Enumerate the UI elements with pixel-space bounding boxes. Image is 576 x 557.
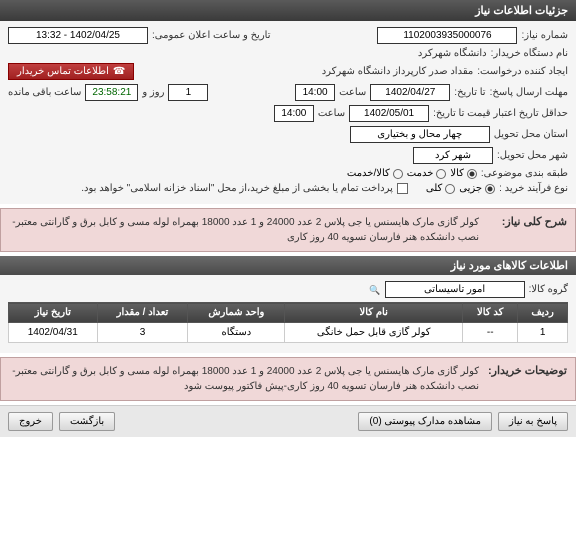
th-name: نام کالا — [285, 303, 463, 323]
need-no-value: 1102003935000076 — [377, 27, 517, 44]
requester-label: ایجاد کننده درخواست: — [477, 66, 568, 77]
cell-date: 1402/04/31 — [9, 323, 98, 343]
announce-date-value: 1402/04/25 - 13:32 — [8, 27, 148, 44]
radio-icon — [485, 184, 495, 194]
radio-icon — [467, 169, 477, 179]
radio-icon — [393, 169, 403, 179]
buy-full-label: کلی — [426, 183, 442, 194]
time-remain-label: ساعت باقی مانده — [8, 87, 81, 98]
radio-icon — [445, 184, 455, 194]
deadline-label: مهلت ارسال پاسخ: — [490, 87, 568, 98]
cell-unit: دستگاه — [188, 323, 285, 343]
buy-full-radio[interactable]: کلی — [426, 183, 455, 194]
cat-gs-label: کالا/خدمت — [347, 168, 390, 179]
valid-date: 1402/05/01 — [349, 105, 429, 122]
search-icon[interactable] — [369, 284, 380, 296]
cat-service-radio[interactable]: خدمت — [407, 168, 447, 179]
deadline-date: 1402/04/27 — [370, 84, 450, 101]
valid-time: 14:00 — [274, 105, 314, 122]
cat-service-label: خدمت — [407, 168, 434, 179]
city-value: شهر کرد — [413, 147, 493, 164]
reply-label: پاسخ به نیاز — [509, 416, 557, 427]
place-label: استان محل تحویل — [494, 129, 568, 140]
cat-goods-label: کالا — [450, 168, 464, 179]
phone-icon: ☎ — [113, 66, 125, 77]
items-header: اطلاعات کالاهای مورد نیاز — [0, 256, 576, 275]
place-value: چهار محال و بختیاری — [350, 126, 490, 143]
th-unit: واحد شمارش — [188, 303, 285, 323]
city-label: شهر محل تحویل: — [497, 150, 568, 161]
table-header-row: ردیف کد کالا نام کالا واحد شمارش تعداد /… — [9, 303, 568, 323]
th-row: ردیف — [518, 303, 568, 323]
reply-button[interactable]: پاسخ به نیاز — [498, 412, 568, 431]
buy-partial-label: جزیی — [459, 183, 482, 194]
buy-type-label: نوع فرآیند خرید : — [499, 183, 568, 194]
days-remain-label: روز و — [142, 87, 164, 98]
buy-partial-radio[interactable]: جزیی — [459, 183, 495, 194]
pay-checkbox[interactable] — [397, 183, 408, 194]
need-description-block: شرح کلی نیاز: کولر گازی مارک هایسنس یا ج… — [0, 208, 576, 252]
group-label: گروه کالا: — [529, 284, 568, 295]
buyer-notes-text: کولر گازی مارک هایسنس یا جی پلاس 2 عدد 2… — [9, 364, 479, 394]
cat-goods-radio[interactable]: کالا — [450, 168, 477, 179]
th-qty: تعداد / مقدار — [97, 303, 188, 323]
buyer-name-value: دانشگاه شهرکرد — [418, 48, 487, 59]
time-remain: 23:58:21 — [85, 84, 138, 101]
valid-label: حداقل تاریخ اعتبار قیمت تا تاریخ: — [433, 108, 568, 119]
deadline-time: 14:00 — [295, 84, 335, 101]
attach-label: مشاهده مدارک پیوستی (0) — [369, 416, 481, 427]
announce-date-label: تاریخ و ساعت اعلان عمومی: — [152, 30, 271, 41]
time-label-1: ساعت — [339, 87, 366, 98]
form-content: شماره نیاز: 1102003935000076 تاریخ و ساع… — [0, 21, 576, 204]
items-table: ردیف کد کالا نام کالا واحد شمارش تعداد /… — [8, 302, 568, 343]
requester-value: مقداد صدر کارپرداز دانشگاه شهرکرد — [322, 66, 474, 77]
group-value: امور تاسیساتی — [385, 281, 525, 298]
exit-button[interactable]: خروج — [8, 412, 53, 431]
back-button[interactable]: بازگشت — [59, 412, 115, 431]
cell-code: -- — [463, 323, 518, 343]
exit-label: خروج — [19, 416, 42, 427]
footer-bar: پاسخ به نیاز مشاهده مدارک پیوستی (0) باز… — [0, 405, 576, 437]
main-header: جزئیات اطلاعات نیاز — [0, 0, 576, 21]
time-label-2: ساعت — [318, 108, 345, 119]
items-title: اطلاعات کالاهای مورد نیاز — [451, 260, 568, 272]
category-label: طبقه بندی موضوعی: — [481, 168, 568, 179]
need-desc-label: شرح کلی نیاز: — [487, 215, 567, 245]
th-code: کد کالا — [463, 303, 518, 323]
buyer-name-label: نام دستگاه خریدار: — [491, 48, 568, 59]
buyer-notes-label: توضیحات خریدار: — [487, 364, 567, 394]
need-desc-text: کولر گازی مارک هایسنس یا جی پلاس 2 عدد 2… — [9, 215, 479, 245]
buyer-notes-block: توضیحات خریدار: کولر گازی مارک هایسنس یا… — [0, 357, 576, 401]
attachments-button[interactable]: مشاهده مدارک پیوستی (0) — [358, 412, 492, 431]
cell-row: 1 — [518, 323, 568, 343]
cell-qty: 3 — [97, 323, 188, 343]
contact-buyer-button[interactable]: ☎ اطلاعات تماس خریدار — [8, 63, 134, 80]
na-label: تا تاریخ: — [454, 87, 485, 98]
table-row[interactable]: 1 -- کولر گازی قابل حمل خانگی دستگاه 3 1… — [9, 323, 568, 343]
radio-icon — [436, 169, 446, 179]
pay-note: پرداخت تمام یا بخشی از مبلغ خرید،از محل … — [81, 183, 393, 194]
main-title: جزئیات اطلاعات نیاز — [475, 5, 568, 17]
contact-btn-label: اطلاعات تماس خریدار — [17, 66, 109, 77]
th-date: تاریخ نیاز — [9, 303, 98, 323]
items-content: گروه کالا: امور تاسیساتی ردیف کد کالا نا… — [0, 275, 576, 353]
back-label: بازگشت — [70, 416, 104, 427]
cat-goods-service-radio[interactable]: کالا/خدمت — [347, 168, 403, 179]
days-remain: 1 — [168, 84, 208, 101]
cell-name: کولر گازی قابل حمل خانگی — [285, 323, 463, 343]
need-no-label: شماره نیاز: — [521, 30, 568, 41]
